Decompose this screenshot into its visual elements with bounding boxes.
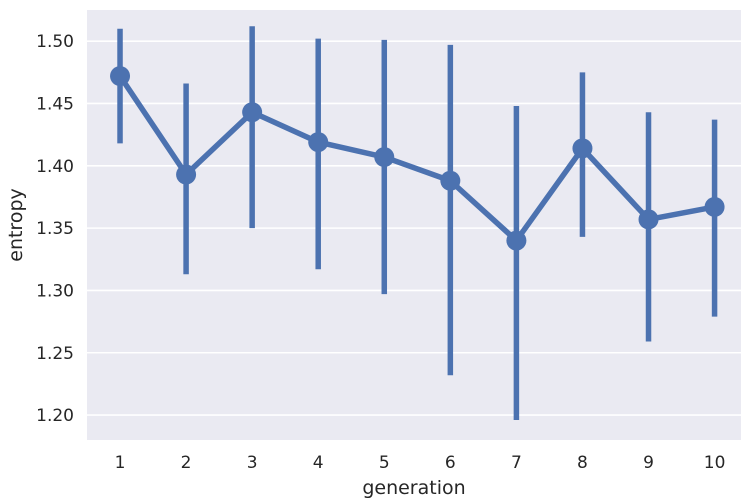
- x-tick-label: 4: [313, 453, 324, 473]
- x-tick-label: 6: [445, 453, 456, 473]
- data-point: [308, 132, 329, 153]
- data-points: [110, 66, 725, 251]
- data-point: [506, 230, 527, 251]
- y-tick-label: 1.45: [36, 94, 74, 114]
- x-tick-label: 5: [379, 453, 390, 473]
- series-line: [117, 74, 716, 244]
- y-tick-label: 1.40: [36, 157, 74, 177]
- x-tick-label: 10: [704, 453, 726, 473]
- x-tick-label: 8: [577, 453, 588, 473]
- data-point: [440, 170, 461, 191]
- grid-lines: [87, 40, 741, 416]
- x-tick-label: 7: [511, 453, 522, 473]
- y-tick-label: 1.20: [36, 406, 74, 426]
- x-tick-label: 3: [247, 453, 258, 473]
- x-axis-label: generation: [362, 477, 465, 498]
- plot-area: [87, 10, 741, 440]
- x-tick-label: 9: [643, 453, 654, 473]
- x-tick-label: 2: [181, 453, 192, 473]
- x-tick-labels: 1 2 3 4 5 6 7 8 9 10: [115, 453, 726, 473]
- data-point: [374, 147, 395, 168]
- y-axis-label: entropy: [5, 188, 27, 262]
- data-point: [176, 164, 197, 185]
- data-point: [110, 66, 131, 87]
- data-point: [242, 102, 263, 123]
- y-tick-label: 1.50: [36, 32, 74, 52]
- y-tick-labels: 1.20 1.25 1.30 1.35 1.40 1.45 1.50: [36, 32, 74, 426]
- y-tick-label: 1.25: [36, 344, 74, 364]
- data-point: [638, 209, 659, 230]
- data-point: [704, 196, 725, 217]
- y-tick-label: 1.35: [36, 219, 74, 239]
- x-tick-label: 1: [115, 453, 126, 473]
- data-point: [572, 138, 593, 159]
- y-tick-label: 1.30: [36, 281, 74, 301]
